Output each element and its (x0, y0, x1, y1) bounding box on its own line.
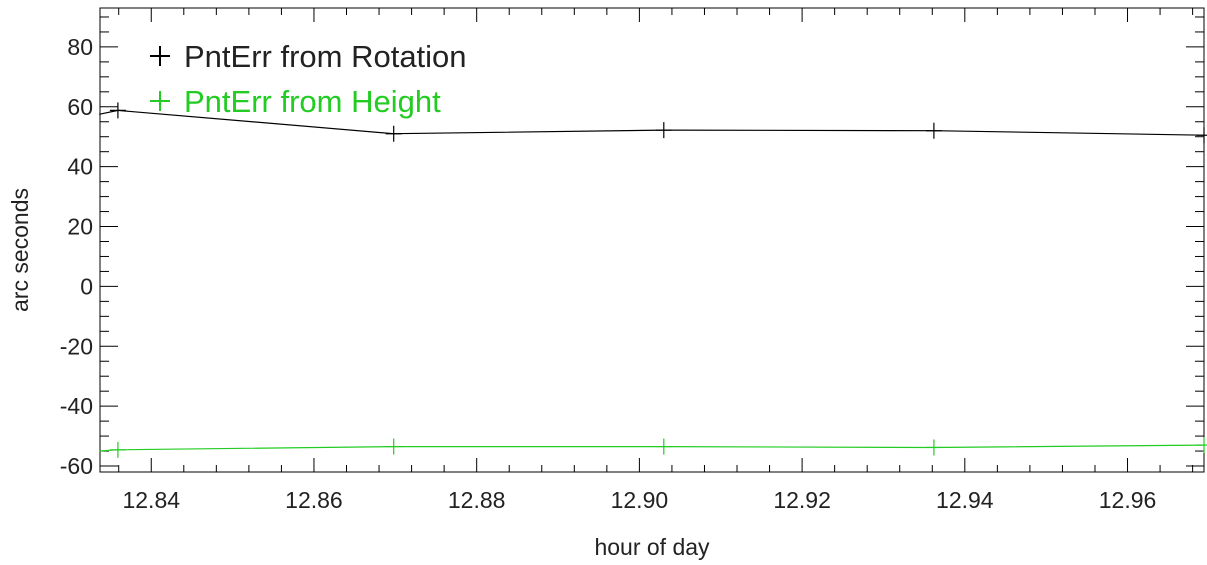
y-tick-label: 40 (67, 154, 93, 180)
plot-frame (99, 7, 1205, 473)
legend-label-height: PntErr from Height (184, 84, 441, 119)
y-tick-label: 80 (67, 34, 93, 60)
y-tick-label: -60 (60, 453, 93, 479)
plot-area: 12.84 12.86 12.88 12.90 12.92 12.94 12.96 -60 -4… (60, 7, 1205, 513)
legend-label-rotation: PntErr from Rotation (184, 39, 467, 74)
y-tick-label: -20 (60, 333, 93, 359)
data-point-rotation (109, 102, 126, 119)
data-point-height (385, 438, 402, 455)
x-tick-label: 12.86 (285, 487, 343, 513)
legend-item-rotation: PntErr from Rotation (150, 39, 467, 74)
data-point-rotation (655, 122, 672, 139)
legend: PntErr from Rotation PntErr from Height (150, 39, 467, 119)
x-tick-label: 12.88 (448, 487, 506, 513)
data-point-rotation (1196, 127, 1207, 144)
x-tick-label: 12.94 (936, 487, 994, 513)
data-point-height (1196, 437, 1207, 454)
data-point-rotation (925, 122, 942, 139)
legend-item-height: PntErr from Height (150, 84, 441, 119)
y-axis-label: arc seconds (7, 188, 33, 312)
y-tick-label: 60 (67, 94, 93, 120)
x-tick-label: 12.90 (611, 487, 669, 513)
y-tick-label: -40 (60, 393, 93, 419)
series-layer (99, 102, 1207, 458)
data-point-height (655, 438, 672, 455)
x-tick-label: 12.96 (1099, 487, 1157, 513)
x-axis-label: hour of day (594, 534, 710, 560)
y-tick-label: 0 (80, 273, 93, 299)
y-tick-label: 20 (67, 214, 93, 240)
data-point-height (109, 441, 126, 458)
x-tick-label: 12.92 (773, 487, 831, 513)
data-point-height (925, 439, 942, 456)
series-line-rotation (99, 109, 1205, 136)
x-tick-label: 12.84 (122, 487, 180, 513)
data-point-rotation (385, 125, 402, 142)
series-line-height (99, 444, 1205, 452)
